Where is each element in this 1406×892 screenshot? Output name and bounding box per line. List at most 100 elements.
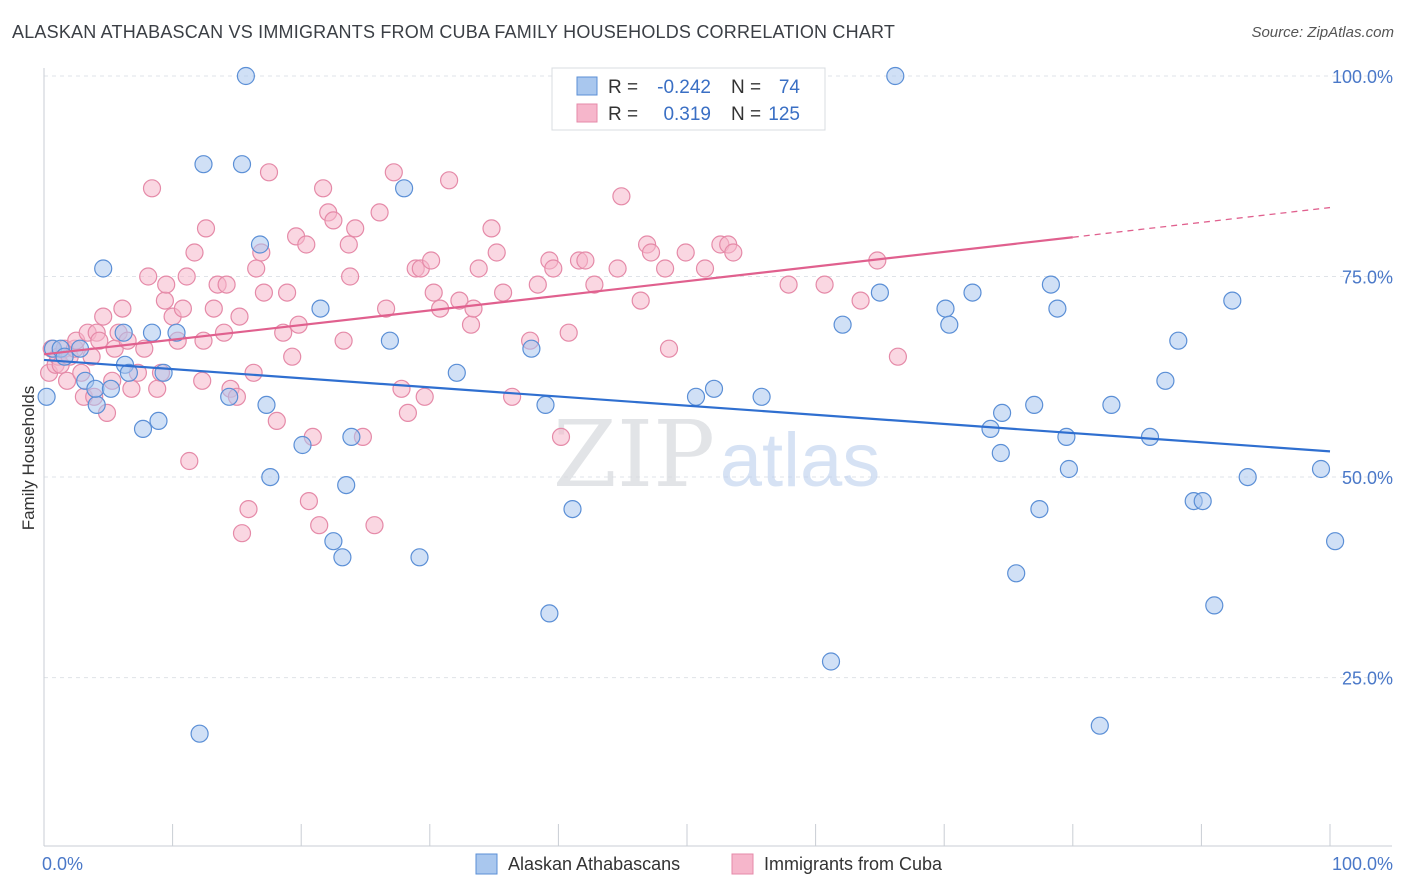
cuba-point-70 (339, 235, 358, 254)
watermark-atlas: atlas (720, 418, 881, 503)
cuba-point-88 (461, 315, 481, 334)
athabascan-point-35 (447, 363, 466, 382)
athabascan-point-13 (133, 419, 153, 438)
cuba-point-71 (341, 267, 360, 286)
cuba-point-108 (641, 243, 661, 262)
athabascan-point-9 (101, 379, 121, 398)
cuba-point-66 (314, 179, 333, 198)
trend-line-cuba-extension (1072, 206, 1331, 238)
athabascan-point-63 (1156, 371, 1175, 390)
cuba-point-24 (122, 379, 141, 398)
athabascan-point-41 (704, 379, 724, 398)
cuba-point-45 (217, 275, 236, 294)
cuba-point-79 (398, 403, 417, 422)
series-legend-label-blue: Alaskan Athabascans (508, 854, 680, 874)
athabascan-point-25 (261, 468, 280, 487)
legend-n-value-blue: 74 (779, 77, 801, 98)
series-legend-label-pink: Immigrants from Cuba (764, 854, 943, 874)
cuba-point-78 (392, 379, 411, 398)
athabascan-point-18 (190, 724, 209, 743)
cuba-point-92 (487, 243, 506, 262)
cuba-point-28 (142, 179, 162, 198)
cuba-point-115 (724, 243, 743, 262)
athabascan-point-59 (1059, 459, 1079, 479)
athabascan-point-49 (963, 283, 982, 302)
athabascan-point-31 (342, 427, 361, 446)
cuba-point-105 (612, 187, 631, 206)
cuba-point-91 (482, 219, 501, 238)
x-tick-label-min: 0.0% (42, 854, 83, 874)
cuba-point-112 (695, 259, 715, 278)
cuba-point-55 (259, 163, 279, 182)
athabascan-point-6 (87, 395, 106, 414)
cuba-point-27 (139, 267, 158, 286)
series-legend: Alaskan Athabascans Immigrants from Cuba (475, 853, 943, 875)
cuba-point-59 (283, 347, 302, 366)
cuba-point-58 (278, 283, 297, 302)
cuba-point-86 (440, 171, 459, 190)
athabascan-point-51 (991, 443, 1010, 463)
cuba-point-110 (659, 339, 679, 358)
athabascan-point-32 (380, 331, 399, 350)
cuba-point-118 (851, 291, 870, 310)
athabascan-point-53 (1007, 564, 1026, 583)
y-tick-label-2: 75.0% (1342, 268, 1393, 288)
athabascan-point-40 (686, 387, 706, 406)
athabascan-point-64 (1169, 331, 1188, 350)
athabascan-point-37 (536, 395, 555, 414)
athabascan-point-47 (936, 299, 955, 318)
trend-lines (43, 206, 1331, 453)
cuba-point-117 (815, 275, 834, 294)
athabascan-point-45 (870, 283, 890, 302)
athabascan-point-68 (1223, 291, 1242, 310)
watermark: ZIP atlas (553, 401, 880, 508)
cuba-point-41 (196, 219, 216, 238)
legend-swatch-pink (576, 103, 598, 123)
cuba-point-83 (422, 251, 441, 270)
cuba-point-54 (254, 283, 273, 302)
legend-r-value-pink: 0.319 (663, 104, 711, 125)
athabascan-point-22 (236, 66, 255, 86)
cuba-point-38 (185, 243, 204, 262)
legend-swatch-blue (576, 76, 598, 96)
cuba-point-39 (193, 371, 212, 390)
athabascan-point-21 (232, 155, 252, 174)
legend-r-label-pink: R = (608, 104, 638, 125)
cuba-point-98 (544, 259, 563, 278)
correlation-legend: R = -0.242 N = 74 R = 0.319 N = 125 (551, 67, 826, 131)
athabascan-point-23 (250, 235, 270, 254)
series-alaskan-athabascans (37, 66, 1345, 743)
cuba-point-72 (346, 219, 365, 238)
legend-r-value-blue: -0.242 (657, 77, 711, 98)
athabascan-point-36 (522, 339, 541, 358)
cuba-point-31 (155, 291, 174, 310)
cuba-point-36 (177, 267, 196, 286)
cuba-point-68 (324, 211, 343, 230)
x-tick-label-max: 100.0% (1332, 854, 1393, 874)
athabascan-point-46 (886, 66, 905, 86)
y-tick-label-1: 50.0% (1342, 468, 1393, 488)
athabascan-point-55 (1030, 500, 1049, 519)
athabascan-point-34 (410, 548, 429, 567)
athabascan-point-54 (1025, 395, 1044, 414)
y-tick-label-0: 25.0% (1342, 669, 1393, 689)
cuba-point-82 (415, 387, 434, 406)
cuba-point-99 (551, 427, 571, 446)
athabascan-point-66 (1193, 492, 1212, 511)
athabascan-point-61 (1102, 395, 1121, 414)
athabascan-point-26 (293, 435, 312, 455)
y-axis-label: Family Households (19, 386, 38, 531)
athabascan-point-24 (257, 395, 276, 414)
trend-line-athabascan (43, 358, 1331, 453)
cuba-point-94 (502, 387, 522, 406)
athabascan-point-44 (833, 315, 852, 334)
y-tick-label-3: 100.0% (1332, 67, 1393, 87)
cuba-point-111 (676, 243, 695, 262)
source-label: Source: ZipAtlas.com (1251, 24, 1394, 41)
cuba-point-93 (494, 283, 513, 302)
athabascan-point-48 (940, 315, 959, 334)
athabascan-point-43 (821, 652, 841, 671)
cuba-point-17 (94, 307, 113, 326)
cuba-point-69 (334, 331, 353, 350)
